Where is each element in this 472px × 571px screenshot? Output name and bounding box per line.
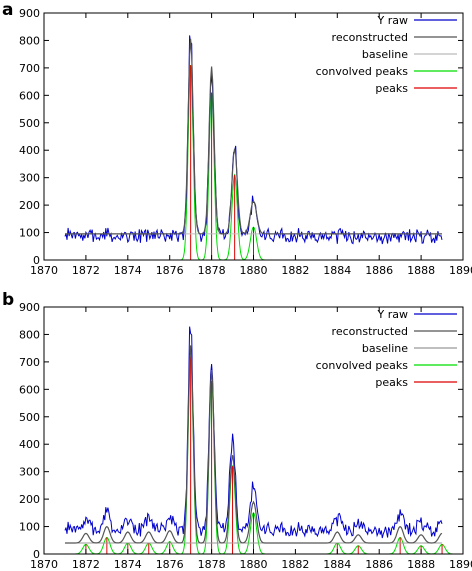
x-tick-label: 1886 bbox=[365, 558, 393, 571]
y-tick-label: 300 bbox=[19, 172, 40, 185]
legend: Y raw reconstructed baseline convolved peak… bbox=[316, 308, 457, 389]
x-tick-label: 1884 bbox=[323, 264, 351, 277]
x-tick-label: 1874 bbox=[114, 558, 142, 571]
x-tick-label: 1890 bbox=[449, 558, 472, 571]
peaks-series bbox=[190, 65, 254, 260]
y-tick-label: 400 bbox=[19, 144, 40, 157]
reconstructed-series bbox=[65, 39, 442, 235]
x-tick-label: 1876 bbox=[156, 264, 184, 277]
legend-label: reconstructed bbox=[332, 31, 408, 44]
y-tick-label: 800 bbox=[19, 34, 40, 47]
convolved-peak-0 bbox=[180, 65, 201, 261]
y-tick-label: 600 bbox=[19, 89, 40, 102]
peaks-series bbox=[85, 356, 443, 554]
x-tick-label: 1878 bbox=[198, 264, 226, 277]
legend: Y raw reconstructed baseline convolved peak… bbox=[316, 14, 457, 95]
x-tick-label: 1872 bbox=[72, 558, 100, 571]
x-tick-label: 1888 bbox=[407, 264, 435, 277]
x-tick-label: 1890 bbox=[449, 264, 472, 277]
y-tick-label: 200 bbox=[19, 493, 40, 506]
x-tick-label: 1880 bbox=[240, 558, 268, 571]
y-tick-label: 600 bbox=[19, 383, 40, 396]
x-tick-label: 1874 bbox=[114, 264, 142, 277]
y-tick-label: 100 bbox=[19, 521, 40, 534]
x-tick-label: 1878 bbox=[198, 558, 226, 571]
y-tick-label: 700 bbox=[19, 356, 40, 369]
y-tick-label: 300 bbox=[19, 466, 40, 479]
x-tick-label: 1870 bbox=[30, 264, 58, 277]
y-tick-label: 0 bbox=[33, 254, 40, 267]
legend-label: baseline bbox=[362, 342, 408, 355]
legend-label: convolved peaks bbox=[316, 359, 409, 372]
convolved-peaks-series bbox=[180, 65, 267, 261]
chart-panel-a: a 0 100 200 300 400 500 600 700 800 900 1870 1872 187… bbox=[2, 0, 472, 277]
x-tick-label: 1882 bbox=[281, 264, 309, 277]
convolved-peak-8 bbox=[240, 512, 267, 555]
x-tick-label: 1876 bbox=[156, 558, 184, 571]
y-tick-label: 400 bbox=[19, 438, 40, 451]
legend-label: Y raw bbox=[377, 308, 408, 321]
x-tick-label: 1886 bbox=[365, 264, 393, 277]
legend-label: baseline bbox=[362, 48, 408, 61]
y-tick-label: 900 bbox=[19, 301, 40, 314]
panel-label: b bbox=[2, 290, 14, 310]
x-tick-label: 1884 bbox=[323, 558, 351, 571]
reconstructed-series bbox=[65, 345, 443, 544]
legend-label: Y raw bbox=[377, 14, 408, 27]
y-tick-label: 100 bbox=[19, 227, 40, 240]
legend-label: peaks bbox=[375, 376, 408, 389]
y-tick-label: 800 bbox=[19, 328, 40, 341]
legend-label: convolved peaks bbox=[316, 65, 409, 78]
y-tick-label: 200 bbox=[19, 199, 40, 212]
legend-label: peaks bbox=[375, 82, 408, 95]
y-tick-label: 900 bbox=[19, 7, 40, 20]
x-tick-label: 1888 bbox=[407, 558, 435, 571]
y-raw-series bbox=[64, 326, 443, 539]
chart-panel-b: b 0 100 200 300 400 500 600 700 800 900 1870 1872 187… bbox=[2, 290, 472, 571]
y-tick-label: 500 bbox=[19, 411, 40, 424]
y-tick-label: 0 bbox=[33, 548, 40, 561]
convolved-peak-2 bbox=[223, 173, 246, 261]
x-tick-label: 1880 bbox=[240, 264, 268, 277]
y-tick-label: 700 bbox=[19, 62, 40, 75]
panel-label: a bbox=[2, 0, 13, 20]
x-tick-label: 1870 bbox=[30, 558, 58, 571]
legend-label: reconstructed bbox=[332, 325, 408, 338]
y-tick-label: 500 bbox=[19, 117, 40, 130]
x-tick-label: 1882 bbox=[281, 558, 309, 571]
x-tick-label: 1872 bbox=[72, 264, 100, 277]
